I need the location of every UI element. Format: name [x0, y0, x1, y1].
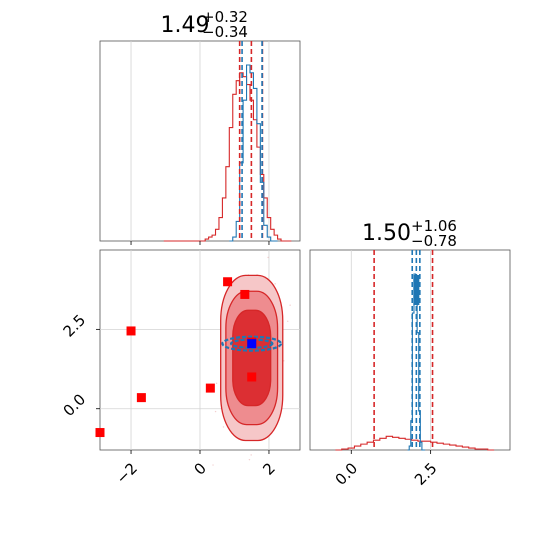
- sample-point: [248, 458, 251, 461]
- histogram-series: [335, 435, 495, 451]
- sample-point: [267, 256, 269, 259]
- sample-point: [214, 410, 217, 413]
- marginal-y-title-value: 1.50: [362, 221, 411, 246]
- red-contour-level: [232, 309, 272, 407]
- sample-point: [212, 464, 214, 466]
- marginal-y-title-lower: −0.78: [411, 232, 457, 250]
- red-square-marker: [247, 372, 257, 382]
- sample-point: [250, 454, 252, 456]
- red-square-marker: [126, 326, 136, 336]
- x-tick-label: −2: [113, 459, 141, 487]
- marginal-x-title: 1.49: [161, 13, 210, 38]
- x-tick-label: 0.0: [332, 459, 362, 489]
- blue-contour-level: [221, 335, 283, 352]
- x-tick-label: 2: [259, 459, 278, 478]
- sample-point: [283, 360, 285, 362]
- marginal-y-axes-frame: [309, 249, 511, 451]
- red-square-marker: [205, 383, 215, 393]
- joint-panel: −2 0 2 0.0 2.5: [60, 249, 301, 488]
- blue-square-marker: [247, 339, 257, 349]
- red-square-marker: [136, 393, 146, 403]
- marginal-x-title-upper: +0.32: [202, 8, 248, 26]
- marginal-y-panel: 1.50 +1.06 −0.78 0.0 2.5: [309, 217, 511, 489]
- red-square-marker: [223, 277, 233, 287]
- y-tick-label: 2.5: [60, 311, 90, 341]
- x-tick-label: 0: [190, 459, 209, 478]
- red-square-marker: [240, 289, 250, 299]
- sample-point: [215, 382, 218, 385]
- marginal-x-title-value: 1.49: [161, 13, 210, 38]
- histogram-series: [163, 72, 292, 242]
- marginal-y-title-upper: +1.06: [411, 217, 457, 235]
- red-square-marker: [95, 428, 105, 438]
- sample-point: [289, 304, 291, 306]
- y-tick-label: 0.0: [60, 390, 90, 420]
- sample-point: [222, 426, 225, 428]
- marginal-x-title-lower: −0.34: [202, 23, 248, 41]
- sample-point: [274, 283, 276, 285]
- marginal-x-panel: 1.49 +0.32 −0.34: [99, 8, 301, 245]
- x-tick-label: 2.5: [411, 459, 441, 489]
- histogram-series: [229, 64, 278, 242]
- sample-point: [287, 320, 289, 322]
